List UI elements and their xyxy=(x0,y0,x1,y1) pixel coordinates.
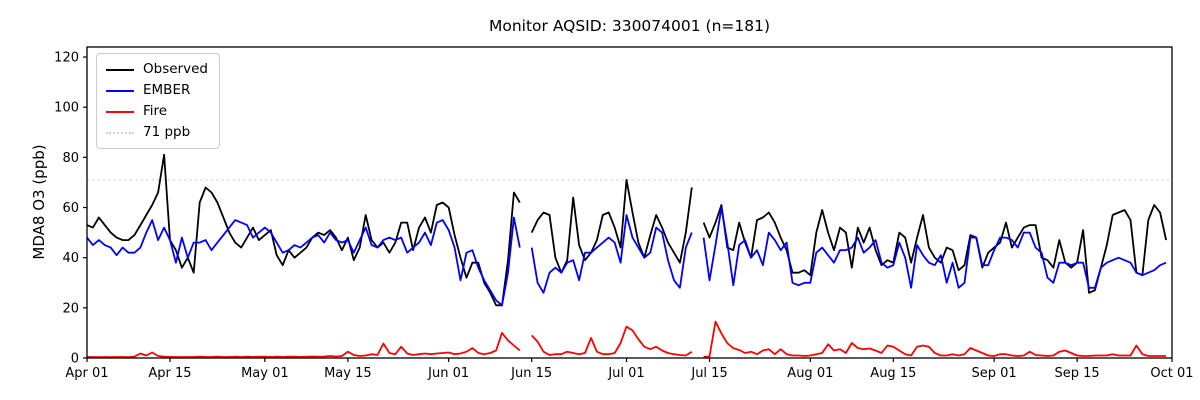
x-tick-label: Sep 01 xyxy=(972,366,1017,381)
legend-label: Fire xyxy=(143,103,168,119)
legend-item-fire: Fire xyxy=(106,103,208,120)
legend-label: EMBER xyxy=(143,82,191,98)
y-tick-label: 40 xyxy=(62,251,79,266)
y-tick-label: 20 xyxy=(62,301,79,316)
legend-item-threshold: 71 ppb xyxy=(106,124,208,141)
y-tick-label: 60 xyxy=(62,201,79,216)
x-tick-label: Apr 15 xyxy=(148,366,191,381)
x-tick-label: Oct 01 xyxy=(1150,366,1193,381)
x-tick-label: Sep 15 xyxy=(1055,366,1100,381)
x-tick-label: Aug 01 xyxy=(787,366,833,381)
x-tick-label: Jun 15 xyxy=(510,366,552,381)
x-tick-label: May 01 xyxy=(241,366,289,381)
x-tick-label: Apr 01 xyxy=(65,366,108,381)
fire-line xyxy=(87,320,1167,359)
plot-frame xyxy=(86,46,1173,359)
x-tick-label: Jun 01 xyxy=(427,366,469,381)
y-tick-label: 80 xyxy=(62,151,79,166)
y-axis-label: MDA8 O3 (ppb) xyxy=(30,144,48,260)
threshold-line-swatch xyxy=(106,131,134,134)
legend-label: 71 ppb xyxy=(143,124,191,140)
legend-item-observed: Observed xyxy=(106,61,208,78)
ember-line-swatch xyxy=(106,89,134,92)
y-tick-label: 0 xyxy=(71,352,79,367)
x-tick-label: Jul 15 xyxy=(690,366,727,381)
observed-line xyxy=(86,153,1167,307)
legend-item-ember: EMBER xyxy=(106,82,208,99)
legend-label: Observed xyxy=(143,61,208,77)
x-tick-label: Jul 01 xyxy=(607,366,644,381)
y-tick-label: 100 xyxy=(54,101,79,116)
chart-title: Monitor AQSID: 330074001 (n=181) xyxy=(488,17,771,35)
legend: Observed EMBER Fire 71 ppb xyxy=(96,53,220,149)
fire-line-swatch xyxy=(106,110,134,113)
x-tick-label: Aug 15 xyxy=(870,366,916,381)
x-tick-label: May 15 xyxy=(324,366,372,381)
y-tick-label: 120 xyxy=(54,51,79,66)
ember-line xyxy=(86,206,1167,307)
observed-line-swatch xyxy=(106,68,134,71)
